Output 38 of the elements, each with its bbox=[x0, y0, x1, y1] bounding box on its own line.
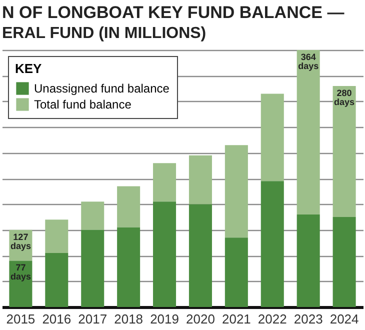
x-tick-label: 2016 bbox=[42, 312, 72, 326]
bar bbox=[188, 204, 212, 307]
bar bbox=[260, 181, 284, 307]
chart-title: N OF LONGBOAT KEY FUND BALANCE — bbox=[2, 3, 344, 22]
chart-subtitle: ERAL FUND (IN MILLIONS) bbox=[2, 25, 206, 42]
bar bbox=[81, 230, 104, 307]
bar bbox=[260, 94, 284, 182]
annotation: 127 days bbox=[10, 232, 31, 251]
bar bbox=[153, 163, 176, 202]
bar bbox=[224, 145, 248, 238]
bar bbox=[296, 50, 320, 214]
bar bbox=[81, 202, 104, 230]
annotation: 77 days bbox=[10, 262, 31, 282]
legend-title: KEY bbox=[15, 61, 42, 76]
x-tick-label: 2018 bbox=[114, 312, 144, 326]
x-tick-label: 2021 bbox=[222, 312, 251, 326]
x-tick-label: 2015 bbox=[6, 312, 36, 326]
x-tick-label: 2019 bbox=[150, 312, 179, 326]
legend-label: Total fund balance bbox=[34, 98, 132, 112]
x-tick-label: 2023 bbox=[294, 312, 323, 326]
bar bbox=[332, 217, 356, 307]
annotation: 280 days bbox=[334, 88, 355, 107]
annotation: 364 days bbox=[298, 52, 319, 71]
bar bbox=[153, 202, 176, 307]
bar bbox=[9, 260, 32, 307]
bar bbox=[45, 253, 68, 307]
bar bbox=[224, 238, 248, 307]
bar bbox=[188, 155, 212, 204]
legend-label: Unassigned fund balance bbox=[34, 82, 170, 96]
bar bbox=[117, 186, 140, 228]
x-tick-label: 2022 bbox=[258, 312, 287, 326]
x-tick-label: 2017 bbox=[78, 312, 108, 326]
bar bbox=[332, 86, 356, 218]
x-tick-label: 2024 bbox=[330, 312, 359, 326]
bar bbox=[45, 220, 68, 254]
bar bbox=[117, 227, 140, 307]
x-tick-label: 2020 bbox=[186, 312, 215, 326]
bar bbox=[296, 214, 320, 307]
